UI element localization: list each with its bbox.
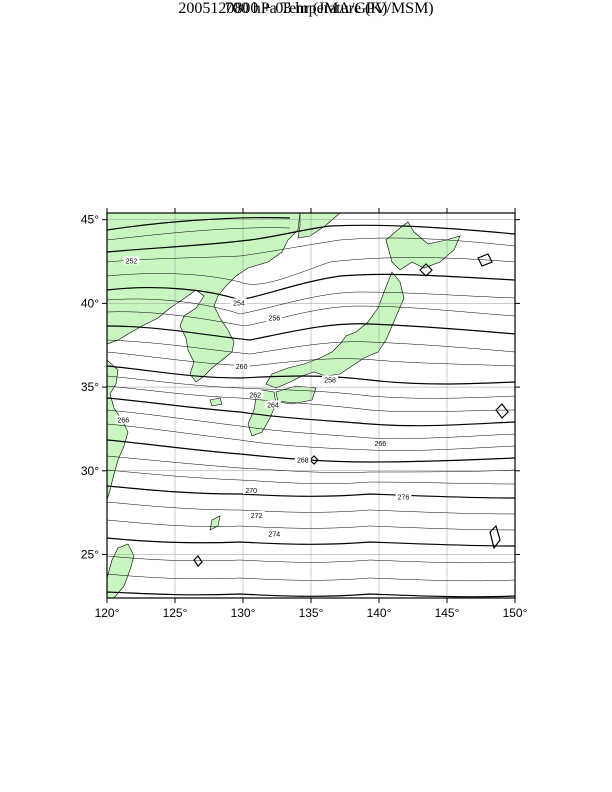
isotherm-thin [107,237,515,263]
isotherm-closed-contour [193,555,203,567]
land-honshu [265,271,405,389]
isotherm-thin [107,375,515,399]
isotherm-thin [107,469,515,485]
contour-label-bg [243,485,260,494]
isotherm-thin [107,409,515,439]
contour-label: 266 [375,441,387,448]
contour-label-bg [247,390,264,399]
lat-tick-label: 25° [81,547,99,561]
map-title: 700 hPa Temperature (K) [224,0,388,17]
lon-tick-label: 130° [231,606,256,620]
contour-label-bg [264,400,281,409]
isotherm-thin [107,519,515,531]
lon-tick-label: 140° [367,606,392,620]
isotherm-thick [107,591,515,598]
contour-label: 274 [268,531,280,538]
isotherm-thin [107,291,515,315]
lat-tick-label: 40° [81,296,99,310]
isotherm-thin [107,351,515,367]
contour-label-bg [123,256,140,265]
land-okinawa [209,515,221,531]
isotherm-thin [107,501,515,515]
contour-label: 252 [126,259,138,266]
land-russia-east [297,213,341,239]
isotherm-thin [107,227,291,241]
land-shikoku [275,385,317,405]
contour-label-bg [248,510,265,519]
contour-label: 272 [251,513,263,520]
isotherm-thick [107,273,515,301]
isotherm-contours [107,217,515,598]
isotherm-closed-contour [477,253,493,267]
contour-label-bg [266,529,283,538]
land-hokkaido [385,221,461,271]
lon-tick-label: 120° [95,606,120,620]
contour-label-bg [372,439,389,447]
land-china-coast [107,359,129,501]
axis-ticks [102,208,520,603]
contour-label-bg [294,455,311,464]
contour-label: 270 [245,488,257,495]
isotherm-thin [107,257,515,285]
lon-tick-label: 125° [163,606,188,620]
contour-label-bg [395,492,412,501]
isotherm-thin [107,455,515,473]
contour-label-bg [266,313,283,322]
lat-lon-grid [107,213,515,598]
contour-label: 256 [268,315,280,322]
map-subtitle: 2005120800 + 03 hr (JMA/GPV/MSM) [178,0,434,17]
contour-label: 258 [324,377,336,384]
contour-label-bg [230,298,247,307]
isotherm-thick [107,397,515,427]
isotherm-thin [107,423,515,451]
land-areas [107,213,461,598]
axis-tick-labels: 120° 125° 130° 135° 140° 145° 150° 25° 30° 35° 40°… [81,213,528,620]
isotherm-thin [107,305,515,327]
isotherm-thick [107,485,515,499]
lon-tick-label: 135° [299,606,324,620]
isotherm-closed-contour [489,524,501,550]
isotherm-thin [107,385,515,413]
isotherm-closed-contour [495,403,509,419]
contour-label: 276 [398,495,410,502]
isotherm-thick [107,224,515,253]
land-jeju [209,397,223,407]
isotherm-thick [107,323,515,341]
contour-label: 264 [267,403,279,410]
isotherm-thick [107,217,291,231]
isotherm-closed-contour [419,263,433,277]
isotherm-thick [107,365,515,385]
lon-tick-label: 150° [503,606,528,620]
land-china-korea [107,213,301,383]
isotherm-thin [107,573,515,582]
contour-label-bg [115,415,132,424]
isotherm-closed-contour [309,455,319,465]
contour-label: 268 [297,458,309,465]
lon-tick-label: 145° [435,606,460,620]
isotherm-thin [107,339,515,355]
isotherm-thin [107,555,515,564]
contour-label: 260 [236,364,248,371]
contour-label-bg [322,375,339,384]
lat-tick-label: 35° [81,380,99,394]
contour-label-bg [233,362,250,370]
contour-label: 262 [249,392,261,399]
contour-label: 266 [117,418,129,425]
isotherm-thick [107,537,515,547]
contour-label: 254 [233,300,245,307]
lat-tick-label: 30° [81,464,99,478]
lat-tick-label: 45° [81,213,99,227]
contour-labels: 252 254 256 258 260 262 264 266 266 268 270 272 274 2… [115,256,412,538]
land-taiwan [107,543,135,598]
